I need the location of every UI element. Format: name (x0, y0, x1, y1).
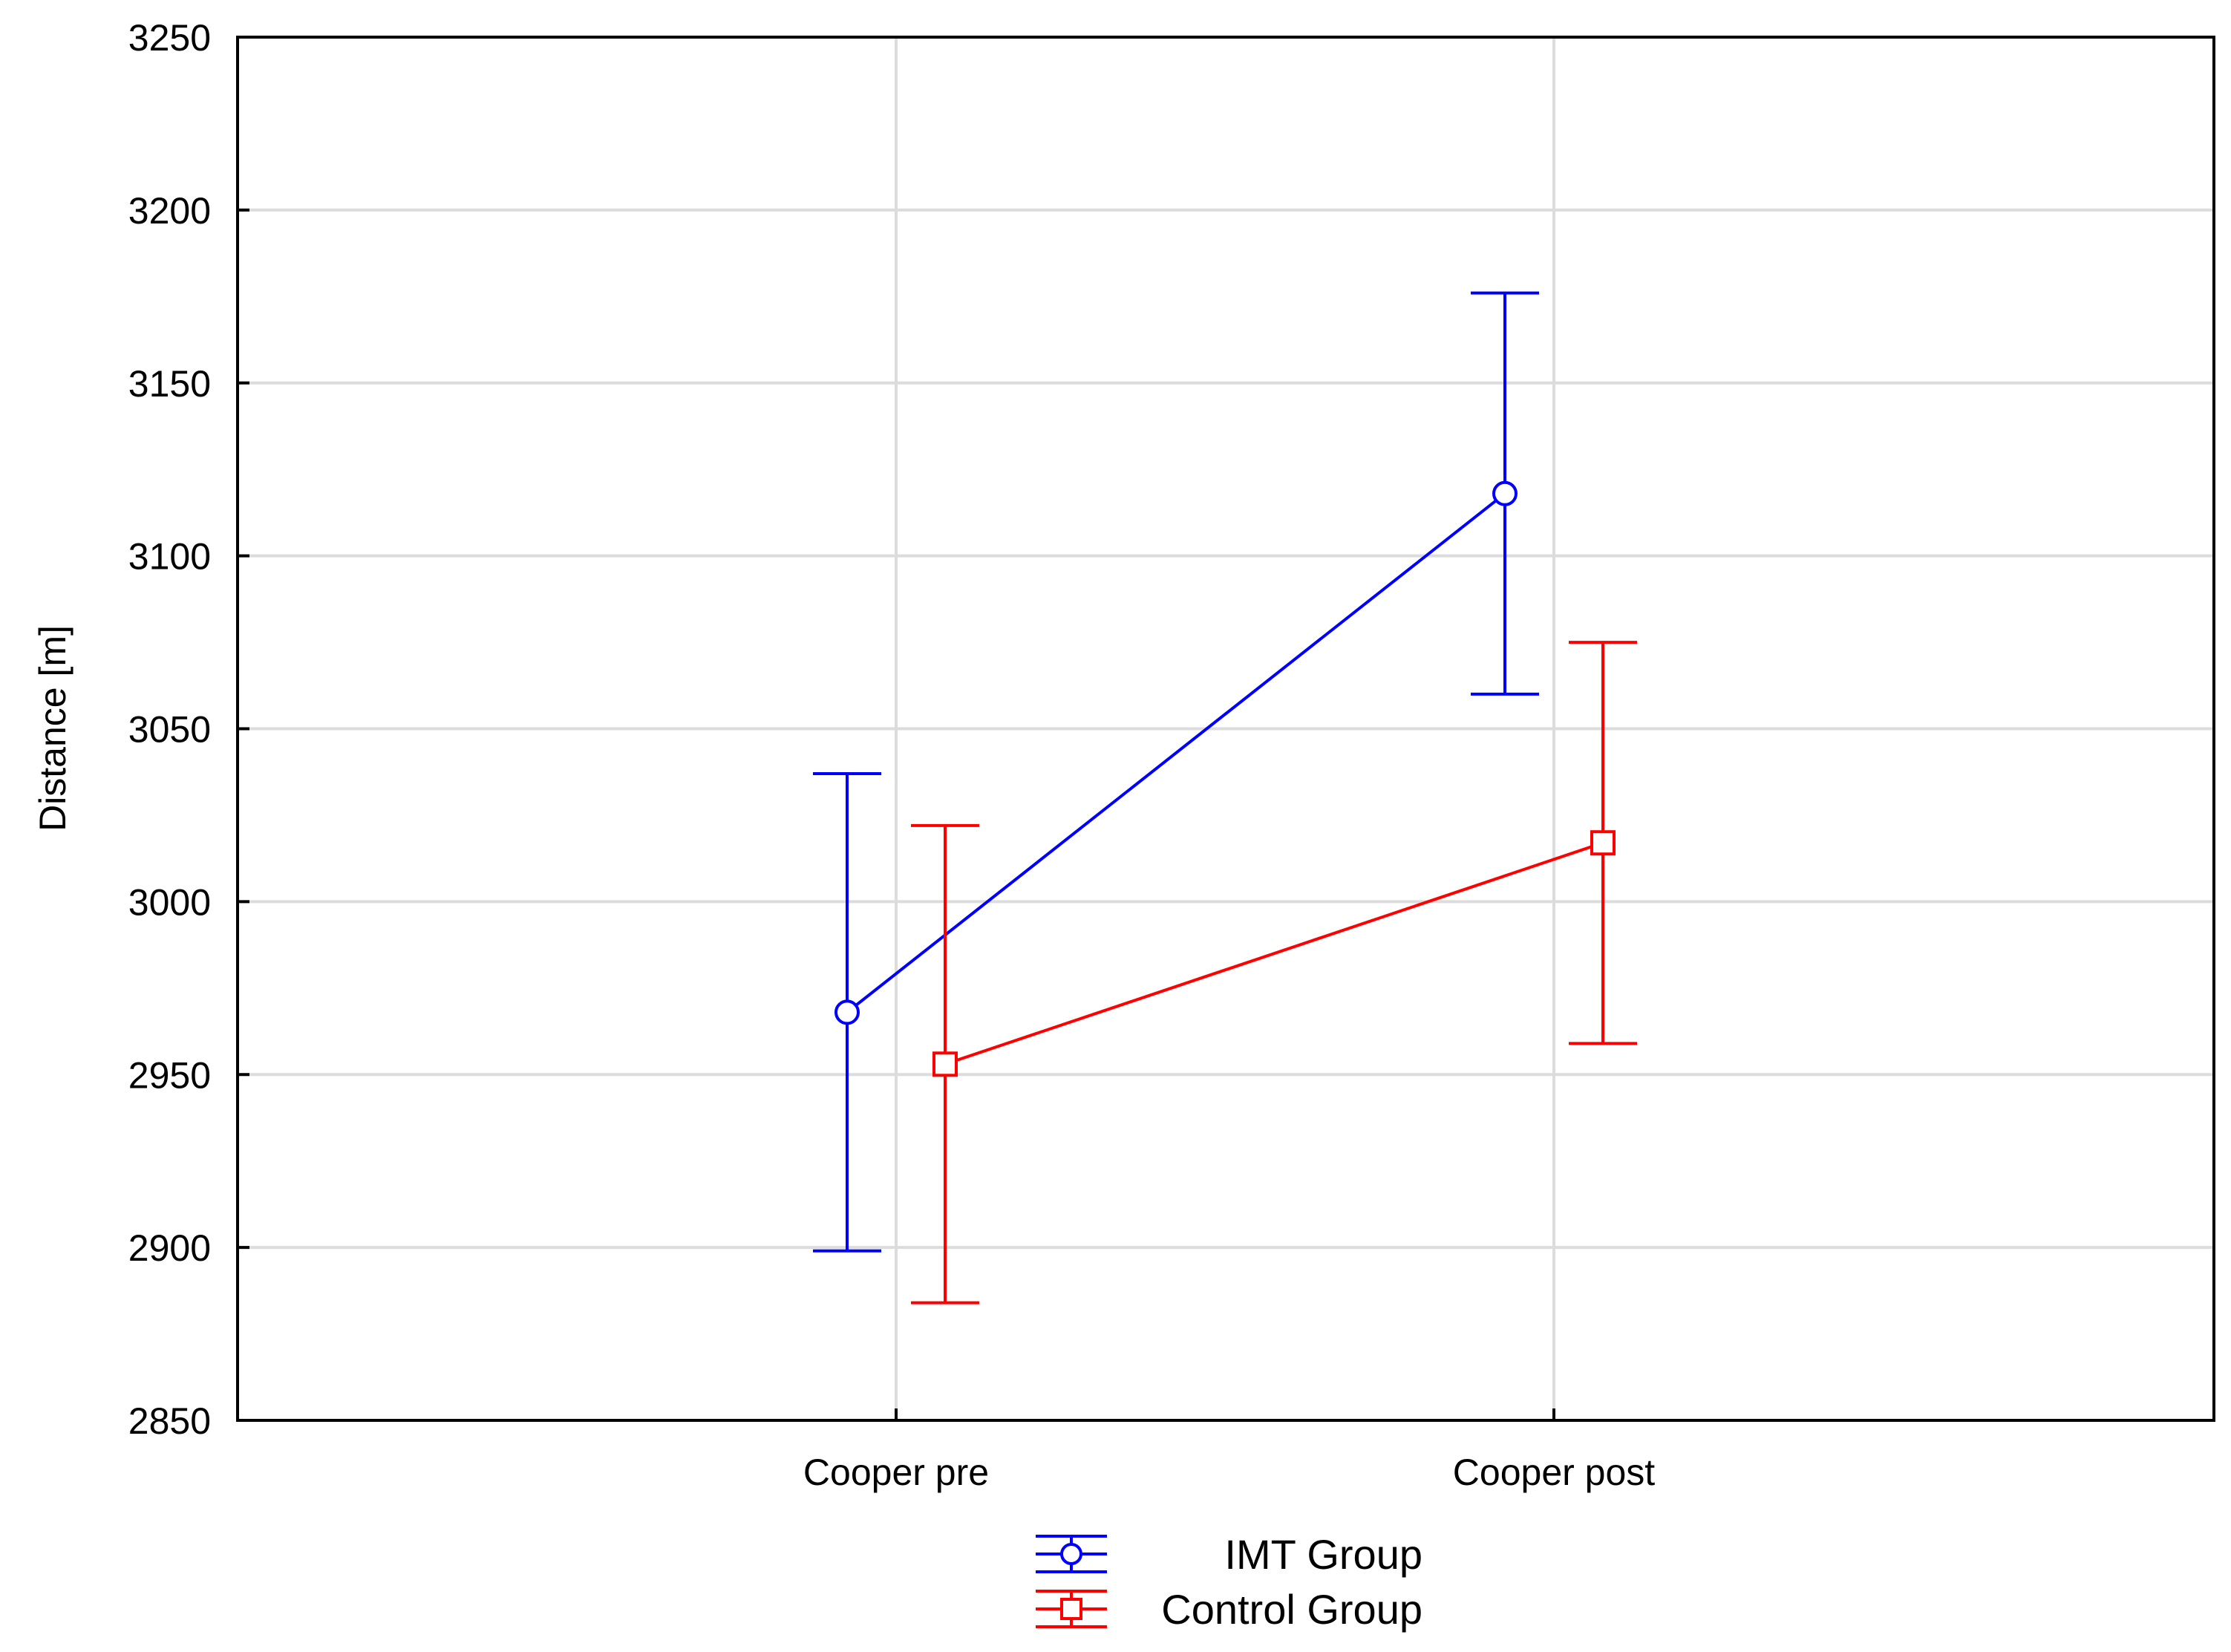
series-line (944, 841, 1604, 1066)
y-axis-ticks: 2850 2900 2950 3000 3050 3100 3150 3200 3250 (128, 17, 249, 1442)
y-tick-label: 3150 (128, 363, 211, 405)
y-tick-label: 2850 (128, 1400, 211, 1442)
x-tick-label: Cooper pre (803, 1452, 989, 1493)
legend-item: IMT Group (1036, 1531, 1422, 1578)
data-point (932, 1051, 958, 1077)
data-point (834, 999, 860, 1025)
data-point (1492, 480, 1518, 506)
legend-marker (1060, 1598, 1082, 1620)
x-axis-ticks: Cooper pre Cooper post (803, 1408, 1655, 1493)
y-tick-label: 2900 (128, 1227, 211, 1269)
series-layer (813, 291, 1637, 1305)
y-tick-label: 3100 (128, 536, 211, 578)
y-tick-label: 3050 (128, 709, 211, 751)
legend-item: Control Group (1036, 1586, 1422, 1633)
series-1 (911, 641, 1637, 1305)
legend: IMT Group Control Group (1036, 1531, 1422, 1633)
y-axis-title: Distance [m] (32, 625, 74, 832)
y-tick-label: 3200 (128, 190, 211, 232)
legend-marker (1060, 1543, 1082, 1565)
legend-label: IMT Group (1224, 1531, 1422, 1578)
y-tick-label: 3250 (128, 17, 211, 59)
y-tick-label: 3000 (128, 881, 211, 923)
series-0 (813, 291, 1539, 1253)
y-tick-label: 2950 (128, 1054, 211, 1096)
legend-label: Control Group (1161, 1586, 1422, 1633)
data-point (1590, 830, 1616, 856)
series-line (846, 492, 1506, 1013)
grid-lines (238, 36, 2214, 1422)
x-tick-label: Cooper post (1453, 1452, 1655, 1493)
